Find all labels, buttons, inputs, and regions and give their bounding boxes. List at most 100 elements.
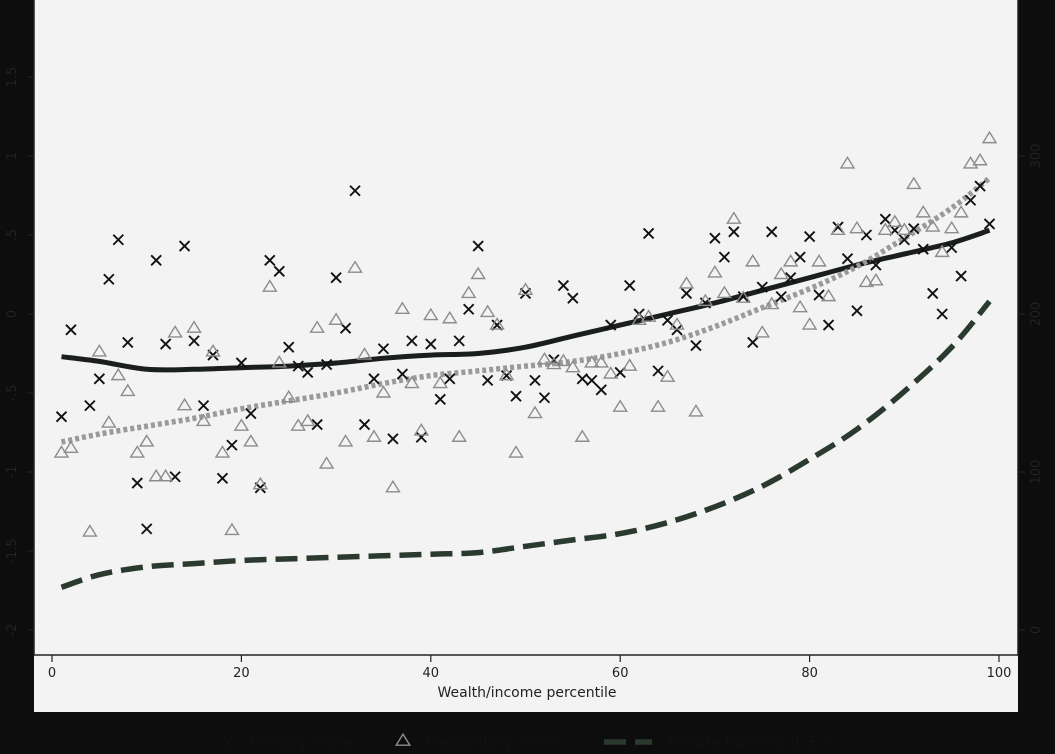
primary-score-point-stroke bbox=[709, 232, 721, 244]
preparatory-score-point bbox=[574, 429, 591, 442]
preparatory-score-point bbox=[546, 356, 562, 370]
preparatory-score-point bbox=[299, 413, 316, 427]
preparatory-score-point bbox=[82, 524, 98, 537]
primary-score-point-stroke bbox=[642, 227, 655, 240]
primary-score-point bbox=[406, 335, 418, 347]
preparatory-score-point bbox=[479, 304, 496, 318]
preparatory-score-point bbox=[195, 413, 212, 427]
series-line-solid bbox=[61, 227, 991, 373]
legend-x-marker-icon bbox=[222, 736, 234, 748]
primary-score-point bbox=[131, 477, 143, 489]
preparatory-score-point bbox=[214, 445, 231, 458]
preparatory-score-point bbox=[280, 389, 297, 403]
primary-score-point-stroke bbox=[576, 373, 588, 385]
preparatory-score-point bbox=[887, 214, 903, 228]
primary-score-point bbox=[908, 223, 920, 235]
primary-score-point bbox=[737, 290, 749, 303]
preparatory-score-point bbox=[110, 367, 127, 381]
legend-label-preparatory: Preparatory score bbox=[425, 733, 558, 751]
primary-score-point bbox=[538, 392, 551, 404]
preparatory-score-point bbox=[356, 347, 373, 360]
y-tick-label: 0 bbox=[5, 310, 20, 318]
y-tick-label: -1 bbox=[5, 466, 20, 479]
primary-score-point bbox=[917, 243, 929, 255]
primary-score-point-stroke bbox=[358, 418, 371, 431]
primary-score-point bbox=[567, 292, 579, 304]
primary-score-point-stroke bbox=[349, 185, 361, 197]
series-line-dashed bbox=[60, 299, 992, 590]
preparatory-score-point bbox=[536, 351, 553, 365]
primary-score-point-stroke bbox=[690, 339, 702, 352]
primary-score-point bbox=[273, 265, 285, 278]
primary-score-point bbox=[434, 393, 446, 405]
primary-score-point-stroke bbox=[188, 335, 200, 347]
primary-score-point-stroke bbox=[245, 407, 257, 420]
preparatory-score-point bbox=[460, 285, 477, 299]
primary-score-point bbox=[245, 407, 257, 420]
primary-score-point-stroke bbox=[586, 374, 598, 387]
preparatory-score-point bbox=[167, 325, 183, 338]
primary-score-point bbox=[349, 185, 361, 197]
preparatory-score-point bbox=[366, 429, 382, 442]
primary-score-point bbox=[141, 523, 153, 535]
primary-score-point-stroke bbox=[908, 223, 920, 235]
primary-score-point bbox=[728, 226, 740, 238]
primary-score-point-stroke bbox=[197, 399, 210, 412]
preparatory-score-point bbox=[849, 220, 865, 234]
preparatory-score-point bbox=[612, 399, 628, 412]
primary-score-point-stroke bbox=[803, 230, 816, 243]
primary-score-point-stroke bbox=[444, 373, 456, 385]
primary-score-point-stroke bbox=[216, 472, 229, 484]
primary-score-point bbox=[444, 373, 456, 385]
primary-score-point-stroke bbox=[472, 240, 484, 252]
primary-score-point-stroke bbox=[879, 213, 892, 225]
primary-score-point-stroke bbox=[55, 411, 68, 423]
preparatory-score-point bbox=[555, 353, 572, 367]
primary-score-point-stroke bbox=[680, 287, 693, 300]
y-axis-ticks: -2 -1.5 -1 -.5 0 .5 1 1.5 bbox=[5, 67, 34, 636]
preparatory-score-point bbox=[801, 317, 818, 330]
primary-score-point-stroke bbox=[718, 251, 731, 263]
primary-score-point-stroke bbox=[794, 251, 806, 263]
primary-score-point-stroke bbox=[463, 303, 475, 315]
primary-score-point-stroke bbox=[122, 336, 134, 349]
primary-score-point bbox=[813, 289, 825, 301]
primary-score-point bbox=[197, 399, 210, 412]
primary-score-point bbox=[690, 339, 702, 352]
preparatory-score-point bbox=[129, 445, 145, 458]
primary-score-point-stroke bbox=[671, 324, 683, 336]
primary-score-point bbox=[463, 303, 475, 315]
preparatory-score-point bbox=[508, 445, 524, 458]
primary-score-point-stroke bbox=[784, 271, 797, 284]
primary-score-point bbox=[368, 373, 380, 385]
primary-score-point bbox=[557, 279, 570, 292]
primary-score-point bbox=[112, 234, 124, 246]
primary-score-point bbox=[709, 232, 721, 244]
primary-score-point bbox=[264, 254, 276, 266]
preparatory-score-point bbox=[754, 325, 771, 338]
primary-score-point bbox=[188, 335, 200, 347]
primary-score-point bbox=[927, 287, 939, 300]
series-points bbox=[53, 130, 998, 537]
primary-score-point-stroke bbox=[898, 234, 910, 246]
preparatory-score-point bbox=[697, 293, 714, 307]
primary-score-point-stroke bbox=[292, 360, 304, 372]
y2-tick-label: 300 bbox=[1029, 144, 1044, 169]
primary-score-point-stroke bbox=[112, 234, 124, 246]
preparatory-score-point bbox=[584, 355, 600, 368]
primary-score-point bbox=[311, 418, 323, 431]
primary-score-point-stroke bbox=[927, 287, 939, 300]
preparatory-score-point bbox=[565, 359, 581, 373]
primary-score-point bbox=[803, 230, 816, 243]
legend-label-tutoring: Private tutoring (L.E.) bbox=[668, 733, 829, 751]
preparatory-score-point bbox=[924, 219, 941, 232]
preparatory-score-point bbox=[792, 299, 808, 313]
primary-score-point bbox=[320, 358, 333, 371]
primary-score-point bbox=[472, 240, 484, 252]
primary-score-point bbox=[481, 374, 494, 387]
primary-score-point bbox=[936, 308, 948, 320]
primary-score-point bbox=[766, 226, 778, 238]
preparatory-score-point bbox=[593, 355, 610, 368]
primary-score-point-stroke bbox=[65, 324, 77, 336]
primary-score-point-stroke bbox=[860, 229, 873, 241]
